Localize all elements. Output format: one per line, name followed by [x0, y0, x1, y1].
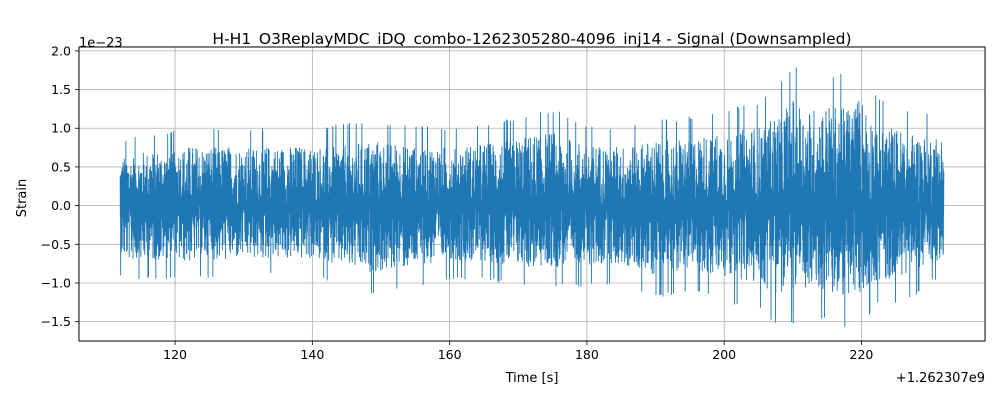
y-scale-label: 1e−23: [79, 36, 123, 51]
x-offset-label: +1.262307e9: [896, 371, 985, 386]
y-axis-label: Strain: [15, 179, 30, 218]
x-tick-label: 180: [575, 347, 599, 362]
y-tick-label: 1.0: [51, 121, 71, 136]
y-tick-label: −1.0: [41, 275, 71, 290]
y-tick-label: −1.5: [41, 314, 71, 329]
y-tick-label: 0.0: [51, 198, 71, 213]
plot-frame: [78, 46, 986, 342]
x-tick-label: 160: [438, 347, 462, 362]
x-tick-label: 200: [712, 347, 736, 362]
y-tick-label: 2.0: [51, 43, 71, 58]
x-tick-label: 120: [163, 347, 187, 362]
y-tick-label: 0.5: [51, 159, 71, 174]
signal-series-line: [119, 67, 945, 327]
x-ticks: 120 140 160 180 200 220: [163, 341, 873, 362]
x-tick-label: 220: [850, 347, 874, 362]
chart-title: H-H1_O3ReplayMDC_iDQ_combo-1262305280-40…: [212, 30, 851, 49]
y-tick-label: 1.5: [51, 82, 71, 97]
y-ticks: 2.0 1.5 1.0 0.5 0.0 −0.5 −1.0 −1.5: [41, 43, 79, 329]
x-tick-label: 140: [300, 347, 324, 362]
y-tick-label: −0.5: [41, 237, 71, 252]
plot-data: [119, 67, 945, 327]
x-axis-label: Time [s]: [505, 371, 559, 386]
